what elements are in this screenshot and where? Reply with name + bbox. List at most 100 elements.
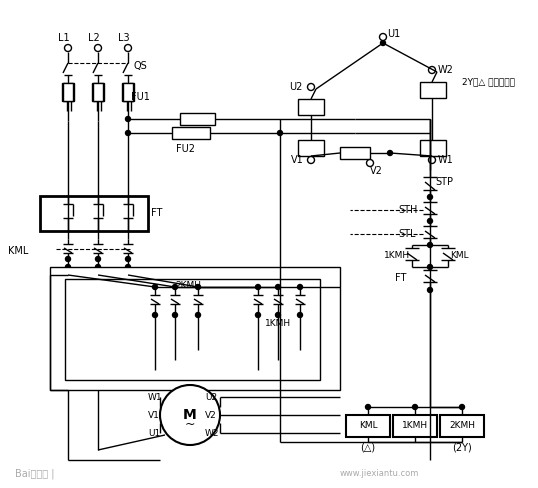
Bar: [420, 82, 446, 98]
Circle shape: [308, 83, 315, 90]
Bar: [298, 99, 324, 115]
Circle shape: [173, 312, 178, 318]
Circle shape: [275, 285, 280, 289]
Text: M: M: [183, 408, 197, 422]
Text: W2: W2: [205, 428, 220, 438]
Circle shape: [256, 312, 260, 318]
Text: KML: KML: [8, 246, 29, 256]
Circle shape: [428, 66, 435, 74]
Circle shape: [125, 257, 131, 262]
Bar: [180, 113, 215, 125]
Text: QS: QS: [133, 61, 147, 71]
Circle shape: [66, 257, 70, 262]
Circle shape: [413, 405, 417, 409]
Circle shape: [65, 44, 72, 52]
Circle shape: [96, 257, 101, 262]
Circle shape: [308, 157, 315, 163]
Text: ~: ~: [185, 418, 195, 430]
Text: 1KMH: 1KMH: [265, 319, 291, 327]
Text: U2: U2: [205, 392, 217, 402]
Bar: [340, 147, 370, 159]
Circle shape: [195, 285, 201, 289]
Circle shape: [298, 285, 302, 289]
Text: 1KMH: 1KMH: [402, 422, 428, 430]
Text: (△): (△): [360, 442, 376, 452]
Circle shape: [256, 285, 260, 289]
Bar: [63, 83, 73, 101]
Text: U2: U2: [289, 82, 302, 92]
Circle shape: [380, 41, 386, 45]
Bar: [69, 83, 74, 101]
Circle shape: [428, 264, 433, 269]
Bar: [393, 415, 437, 437]
Text: W2: W2: [438, 65, 454, 75]
Bar: [62, 83, 67, 101]
Text: FT: FT: [395, 273, 406, 283]
Text: STL: STL: [398, 229, 415, 239]
Text: 2KMH: 2KMH: [175, 282, 201, 290]
Text: 1KMH: 1KMH: [384, 251, 410, 261]
Text: V2: V2: [370, 166, 383, 176]
Circle shape: [152, 312, 158, 318]
Bar: [122, 83, 127, 101]
Text: STP: STP: [435, 177, 453, 187]
Text: 2Y／△ 绕组接线图: 2Y／△ 绕组接线图: [462, 78, 515, 86]
Text: FT: FT: [151, 208, 162, 218]
Text: KML: KML: [359, 422, 377, 430]
Text: V1: V1: [291, 155, 304, 165]
Text: V1: V1: [148, 411, 160, 421]
Circle shape: [160, 385, 220, 445]
Bar: [40, 196, 148, 231]
Bar: [65, 279, 320, 380]
Circle shape: [298, 312, 302, 318]
Circle shape: [459, 405, 464, 409]
Text: www.jiexiantu.com: www.jiexiantu.com: [340, 469, 420, 479]
Bar: [420, 140, 446, 156]
Text: FU1: FU1: [131, 92, 150, 102]
Circle shape: [278, 130, 282, 136]
Text: KML: KML: [450, 251, 469, 261]
Bar: [93, 83, 103, 101]
Circle shape: [428, 157, 435, 163]
Circle shape: [428, 195, 433, 200]
Text: FU2: FU2: [176, 144, 195, 154]
Text: L2: L2: [88, 33, 100, 43]
Bar: [129, 83, 134, 101]
Circle shape: [95, 44, 102, 52]
Bar: [172, 127, 210, 139]
Circle shape: [125, 117, 131, 122]
Circle shape: [66, 264, 70, 269]
Text: V2: V2: [205, 411, 217, 421]
Text: (2Y): (2Y): [452, 442, 472, 452]
Bar: [346, 415, 390, 437]
Text: L1: L1: [58, 33, 70, 43]
Circle shape: [387, 150, 393, 156]
Circle shape: [173, 285, 178, 289]
Circle shape: [152, 285, 158, 289]
Text: W1: W1: [438, 155, 454, 165]
Circle shape: [195, 312, 201, 318]
Text: W1: W1: [148, 392, 162, 402]
Text: L3: L3: [118, 33, 130, 43]
Circle shape: [379, 34, 386, 41]
Circle shape: [96, 264, 101, 269]
Bar: [123, 83, 133, 101]
Circle shape: [124, 44, 131, 52]
Circle shape: [275, 312, 280, 318]
Circle shape: [428, 287, 433, 292]
Circle shape: [125, 130, 131, 136]
Bar: [50, 267, 340, 390]
Circle shape: [366, 160, 373, 166]
Text: STH: STH: [398, 205, 417, 215]
Text: U1: U1: [148, 428, 160, 438]
Bar: [92, 83, 97, 101]
Text: U1: U1: [387, 29, 400, 39]
Bar: [298, 140, 324, 156]
Circle shape: [428, 243, 433, 247]
Text: Bai度贴吧 |: Bai度贴吧 |: [15, 469, 54, 479]
Circle shape: [428, 219, 433, 224]
Bar: [440, 415, 484, 437]
Text: 2KMH: 2KMH: [449, 422, 475, 430]
Circle shape: [365, 405, 371, 409]
Circle shape: [125, 264, 131, 269]
